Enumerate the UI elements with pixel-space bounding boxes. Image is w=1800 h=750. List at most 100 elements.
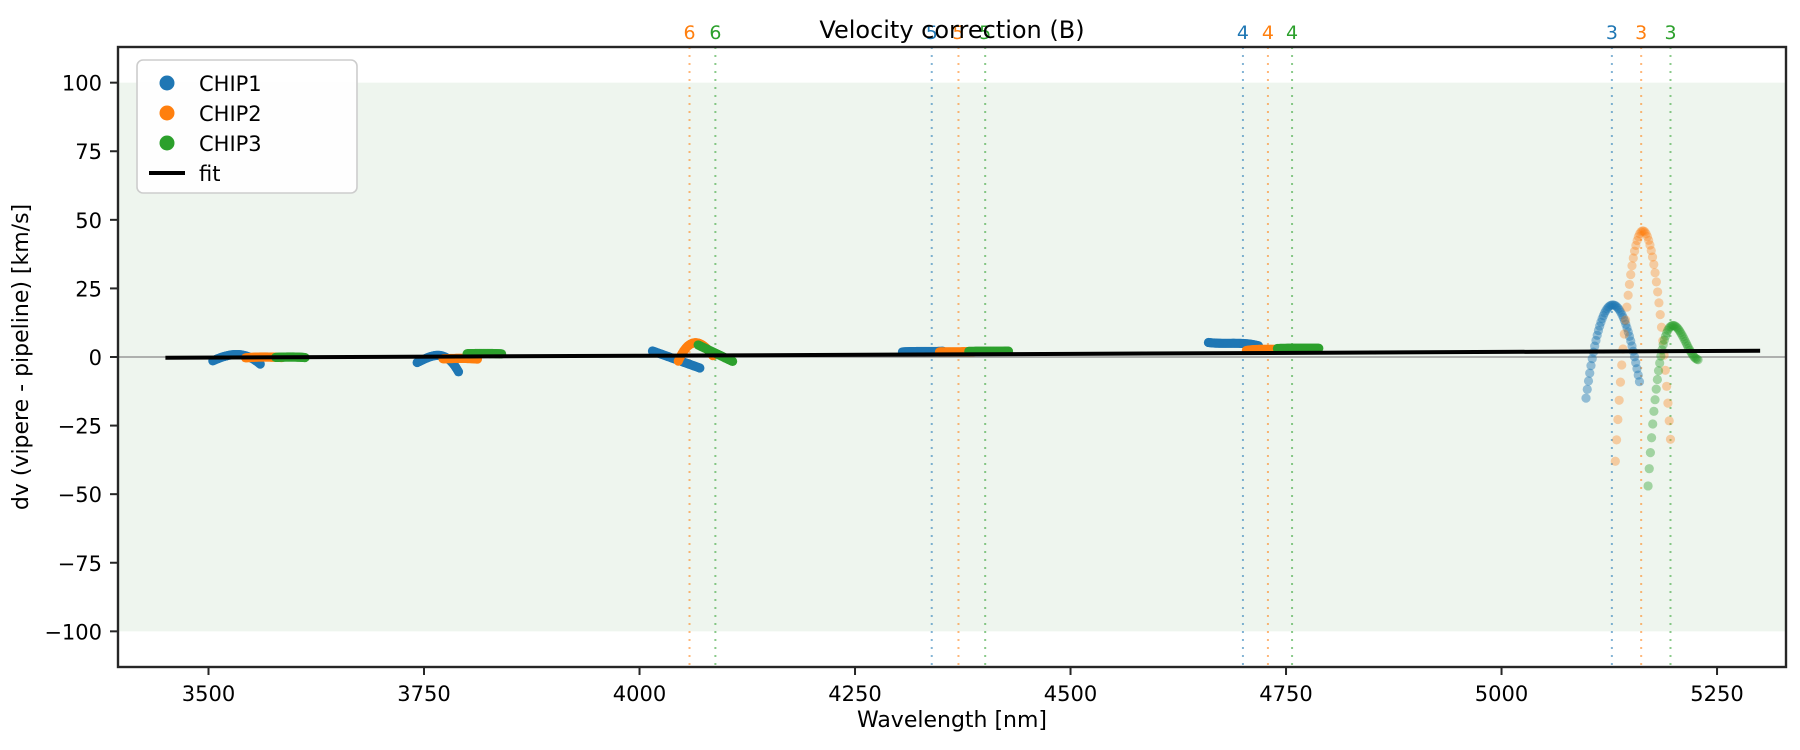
x-tick-label-2: 4000 <box>613 682 666 706</box>
data-point <box>1652 374 1662 385</box>
x-tick-label-5: 4750 <box>1259 682 1312 706</box>
order-label-0: 6 <box>683 22 695 44</box>
order-label-8: 3 <box>1606 22 1618 44</box>
legend-label-chip3: CHIP3 <box>199 132 262 156</box>
data-point <box>1656 351 1666 361</box>
data-point <box>1638 226 1649 236</box>
data-point <box>1583 376 1594 386</box>
data-point <box>1620 315 1631 325</box>
x-tick-label-3: 4250 <box>828 682 881 706</box>
data-point <box>1679 334 1689 344</box>
data-point <box>1624 331 1635 341</box>
data-point <box>1634 377 1645 387</box>
data-point <box>1314 343 1324 353</box>
data-point <box>1612 435 1622 445</box>
data-point <box>1688 351 1699 361</box>
data-point <box>1649 406 1659 416</box>
data-point <box>1601 305 1611 316</box>
data-point <box>1644 464 1654 474</box>
data-point <box>1680 336 1690 346</box>
data-point <box>1678 332 1688 342</box>
order-label-1: 6 <box>709 22 721 44</box>
data-point <box>453 367 464 377</box>
data-point <box>1676 328 1686 338</box>
legend-marker-swatch <box>159 135 175 151</box>
legend[interactable]: CHIP1 CHIP2 CHIP3 fit <box>136 59 358 194</box>
y-tick-label-7: 75 <box>75 140 102 164</box>
order-label-7: 4 <box>1286 22 1298 44</box>
data-point <box>1619 329 1629 339</box>
data-point <box>1595 321 1605 331</box>
data-point <box>1581 393 1591 403</box>
order-label-4: 5 <box>979 22 991 44</box>
y-tick-label-6: 50 <box>75 209 102 233</box>
data-point <box>1632 364 1642 374</box>
data-point <box>1672 323 1682 333</box>
x-axis-ticks: 3500 3750 4000 4250 4500 4750 5000 5250 <box>182 667 1744 706</box>
fit-line-path <box>165 348 1761 360</box>
legend-item-fit[interactable]: fit <box>149 162 220 186</box>
data-point <box>1677 330 1687 340</box>
data-point <box>1622 323 1632 333</box>
data-point <box>1631 358 1641 368</box>
data-point <box>1681 339 1692 349</box>
data-point <box>1632 235 1642 246</box>
data-point <box>1655 358 1665 368</box>
data-point <box>1665 434 1676 444</box>
x-tick-label-0: 3500 <box>182 682 235 706</box>
x-tick-label-1: 3750 <box>397 682 450 706</box>
data-point <box>1593 325 1604 336</box>
data-point <box>1689 352 1700 362</box>
legend-label-chip2: CHIP2 <box>199 102 262 126</box>
cluster-chip3-order-4 <box>1272 343 1324 354</box>
cluster-chip3-order-3 <box>1643 320 1703 491</box>
legend-item-chip3[interactable]: CHIP3 <box>159 132 262 156</box>
data-point <box>1608 300 1618 310</box>
order-label-6: 4 <box>1262 22 1274 44</box>
y-tick-label-1: −75 <box>58 552 102 576</box>
legend-label-chip1: CHIP1 <box>199 72 262 96</box>
data-point <box>1692 354 1702 364</box>
data-point <box>1626 336 1636 346</box>
data-point <box>1629 246 1640 256</box>
data-point <box>1624 279 1635 290</box>
data-point <box>1605 301 1615 311</box>
data-point <box>255 359 265 369</box>
data-point <box>1617 360 1627 370</box>
data-point <box>1621 319 1631 329</box>
data-point <box>1618 313 1628 323</box>
legend-item-chip2[interactable]: CHIP2 <box>159 102 262 126</box>
data-point <box>1617 310 1627 320</box>
data-point <box>1666 321 1676 331</box>
data-point <box>1611 301 1621 311</box>
data-point <box>1693 355 1703 365</box>
data-point <box>1597 314 1607 324</box>
data-point <box>1648 419 1658 429</box>
data-point <box>1659 335 1669 345</box>
data-point <box>1631 240 1641 250</box>
data-point <box>1610 456 1620 466</box>
data-point <box>1642 231 1652 242</box>
legend-item-chip1[interactable]: CHIP1 <box>159 72 262 96</box>
data-point <box>1636 227 1646 237</box>
data-point <box>1603 302 1613 312</box>
data-point <box>1649 259 1659 270</box>
legend-marker-swatch <box>159 75 175 91</box>
data-point <box>1590 341 1600 351</box>
data-point <box>728 356 738 366</box>
data-point <box>1653 366 1664 376</box>
data-point <box>1670 321 1680 331</box>
data-point <box>1650 395 1660 405</box>
x-tick-label-6: 5000 <box>1475 682 1528 706</box>
data-point <box>1667 320 1678 331</box>
data-point <box>1591 335 1601 346</box>
page-title: Velocity correction (B) <box>819 16 1084 44</box>
y-tick-label-8: 100 <box>62 72 102 96</box>
cluster-chip2-order-3 <box>1610 226 1676 466</box>
data-point <box>1646 245 1656 256</box>
data-point <box>1658 336 1668 346</box>
data-point <box>1633 232 1644 242</box>
data-point <box>1650 268 1660 278</box>
